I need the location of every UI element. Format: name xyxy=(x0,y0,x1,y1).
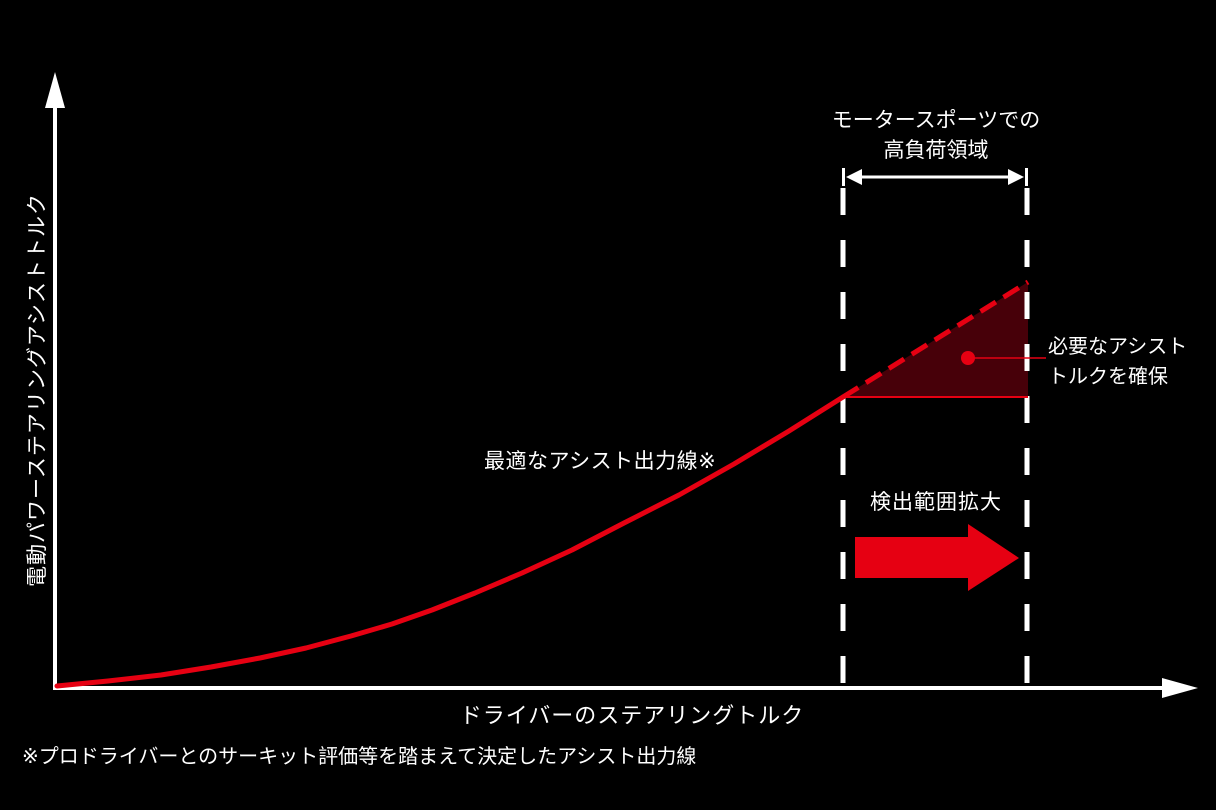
assist-torque-note: 必要なアシスト トルクを確保 xyxy=(1048,332,1187,392)
optimal-assist-curve-label: 最適なアシスト出力線※ xyxy=(484,450,717,473)
range-arrow-left-head xyxy=(846,169,862,185)
high-load-region-label: モータースポーツでの 高負荷領域 xyxy=(832,106,1041,166)
y-axis-arrowhead xyxy=(45,72,65,108)
high-load-region-label-line1: モータースポーツでの xyxy=(831,109,1041,132)
annotation-dot xyxy=(961,351,975,365)
x-axis-arrowhead xyxy=(1162,678,1198,698)
detection-range-label: 検出範囲拡大 xyxy=(870,491,1002,514)
footnote: ※プロドライバーとのサーキット評価等を踏まえて決定したアシスト出力線 xyxy=(22,746,697,768)
range-arrow-right-head xyxy=(1008,169,1024,185)
high-load-range-arrow xyxy=(842,168,1028,186)
assist-line-dashed-extension xyxy=(841,279,1030,400)
detection-expand-arrow-icon xyxy=(855,524,1019,591)
axes xyxy=(45,72,1198,698)
assist-torque-note-line1: 必要なアシスト xyxy=(1048,336,1188,358)
high-load-region-label-line2: 高負荷領域 xyxy=(883,139,989,162)
optimal-assist-curve xyxy=(54,394,846,689)
x-axis-label: ドライバーのステアリングトルク xyxy=(459,703,805,728)
y-axis-label: 電動パワーステアリングアシストトルク xyxy=(26,192,49,588)
assist-torque-note-line2: トルクを確保 xyxy=(1048,366,1168,388)
